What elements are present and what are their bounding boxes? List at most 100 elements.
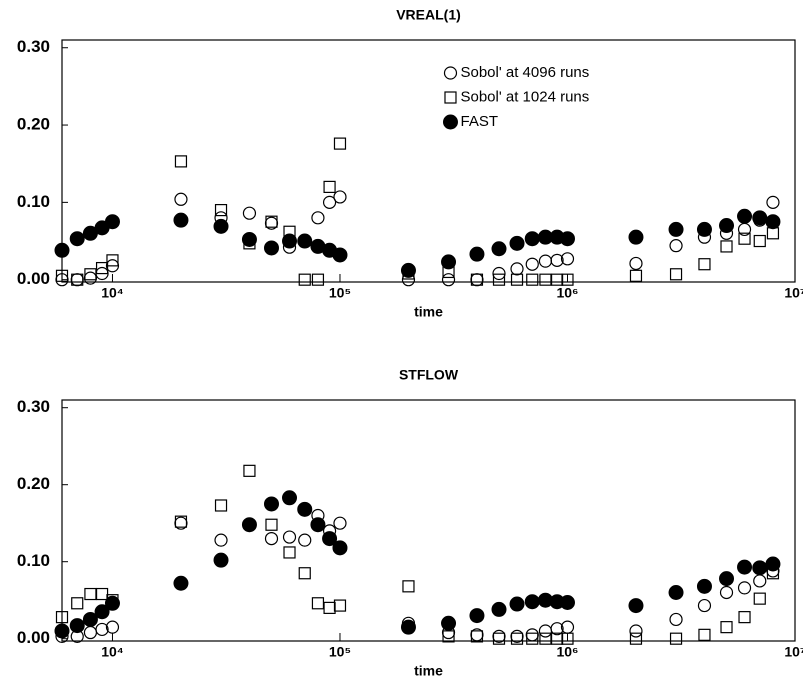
data-point [82, 611, 98, 627]
data-point [264, 531, 279, 546]
data-point [526, 273, 539, 286]
data-point [311, 273, 325, 286]
data-point [738, 611, 751, 624]
data-point [95, 622, 109, 637]
data-point [524, 231, 540, 247]
x-tick-label: 10⁴ [101, 285, 124, 301]
data-point [402, 580, 415, 593]
data-point [333, 599, 347, 612]
data-point [69, 618, 85, 634]
data-point [54, 623, 70, 639]
data-point [333, 190, 347, 204]
data-point [492, 266, 506, 281]
data-point [241, 517, 257, 533]
data-point [669, 239, 683, 253]
data-point [560, 252, 575, 266]
data-point [698, 628, 711, 641]
data-point [491, 601, 507, 617]
data-point [491, 241, 507, 257]
legend-marker [443, 66, 458, 80]
data-point [282, 530, 297, 544]
data-point [333, 516, 347, 530]
data-point [69, 231, 85, 247]
y-tick-label: 0.00 [17, 628, 50, 647]
data-point [538, 254, 553, 268]
x-tick-label: 10⁵ [329, 285, 351, 301]
data-point [400, 619, 416, 635]
data-point [311, 597, 325, 610]
data-point [298, 567, 311, 580]
data-point [213, 218, 229, 234]
data-point [241, 231, 257, 247]
data-point [242, 206, 257, 220]
data-point [719, 218, 735, 234]
data-point [753, 592, 766, 605]
y-tick-label: 0.30 [17, 37, 50, 56]
data-point [668, 584, 684, 600]
data-point [752, 210, 768, 226]
data-point [55, 611, 69, 624]
data-point [510, 632, 524, 645]
data-point [628, 229, 644, 245]
data-point [697, 598, 712, 613]
data-point [559, 595, 575, 611]
data-point [55, 269, 69, 282]
data-point [263, 496, 279, 512]
data-point [766, 195, 780, 209]
data-point [669, 632, 683, 645]
data-point [298, 533, 312, 547]
y-tick-label: 0.10 [17, 551, 50, 570]
legend-label: Sobol' at 4096 runs [460, 64, 589, 81]
x-tick-label: 10⁴ [101, 644, 124, 660]
x-tick-label: 10⁷ [784, 285, 803, 301]
data-point [297, 501, 313, 517]
data-point [698, 258, 711, 271]
data-point [524, 594, 540, 610]
data-point [311, 211, 325, 225]
x-tick-label: 10⁶ [556, 644, 578, 660]
data-point [71, 273, 84, 286]
data-point [70, 273, 84, 287]
y-tick-label: 0.20 [17, 115, 50, 134]
data-point [669, 268, 683, 281]
data-point [297, 233, 313, 249]
data-point [737, 208, 753, 224]
data-point [105, 620, 120, 634]
data-point [263, 240, 279, 256]
y-tick-label: 0.20 [17, 474, 50, 493]
data-point [214, 533, 228, 547]
data-point [719, 571, 735, 587]
data-point [539, 632, 552, 645]
data-point [265, 215, 278, 228]
data-point [333, 137, 347, 150]
y-tick-label: 0.30 [17, 397, 50, 416]
data-point [332, 540, 348, 556]
data-point [95, 261, 109, 275]
x-tick-label: 10⁷ [784, 644, 803, 660]
data-point [400, 262, 416, 278]
data-point [470, 630, 484, 643]
plot-frame [61, 399, 796, 642]
data-point [84, 587, 97, 601]
chart-title: STFLOW [399, 367, 459, 383]
data-point [753, 574, 767, 588]
data-point [84, 268, 97, 281]
legend-marker [444, 91, 457, 104]
data-point [441, 273, 456, 287]
data-point [538, 624, 553, 638]
data-point [442, 630, 455, 643]
legend-marker [442, 114, 458, 130]
data-point [94, 604, 110, 620]
data-point [469, 246, 485, 262]
data-point [629, 624, 643, 638]
data-point [737, 559, 753, 575]
data-point [539, 273, 552, 286]
data-point [628, 598, 644, 614]
data-point [323, 180, 336, 194]
data-point [629, 632, 643, 645]
data-point [441, 615, 457, 631]
data-point [629, 269, 643, 282]
data-point [441, 254, 457, 270]
data-point [737, 581, 752, 595]
data-point [719, 585, 734, 600]
